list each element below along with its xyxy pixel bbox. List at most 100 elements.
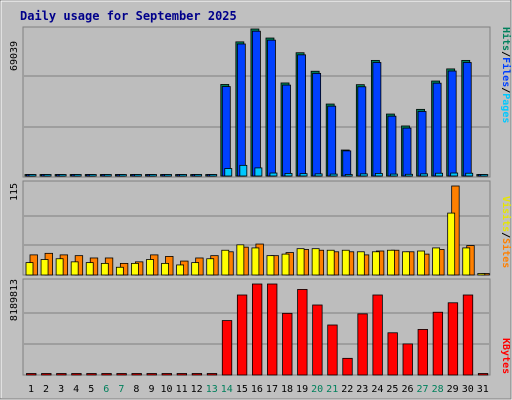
x-tick-label-day-23: 23 <box>356 384 368 395</box>
legend-visits: Visits <box>500 196 512 232</box>
x-tick-label-day-6: 6 <box>103 384 109 395</box>
bar-visits-day-21 <box>326 249 335 276</box>
bar-kbytes-day-12 <box>191 373 203 376</box>
x-tick-label-day-24: 24 <box>371 384 383 395</box>
bar-kbytes-day-10 <box>161 373 172 376</box>
bar-pages-day-5 <box>88 174 97 177</box>
legend-visits-sites: Visits/Sites <box>500 196 512 268</box>
x-tick-label-day-7: 7 <box>118 384 124 395</box>
bar-kbytes-day-30 <box>462 294 474 376</box>
bar-pages-day-29 <box>450 172 459 177</box>
bar-kbytes-day-8 <box>131 373 142 376</box>
bar-kbytes-day-29 <box>447 302 459 376</box>
chart-title: Daily usage for September 2025 <box>20 9 237 23</box>
x-tick-label-day-18: 18 <box>281 384 293 395</box>
bar-kbytes-day-17 <box>267 283 278 376</box>
x-tick-label-day-25: 25 <box>386 384 398 395</box>
bar-visits-day-11 <box>176 264 185 276</box>
bar-pages-day-28 <box>435 172 444 177</box>
bar-pages-day-19 <box>299 173 308 177</box>
legend-separator-3: / <box>500 232 511 238</box>
bar-pages-day-31 <box>480 174 489 177</box>
bar-pages-day-13 <box>209 174 218 177</box>
bar-pages-day-25 <box>390 173 398 177</box>
bar-files-day-30 <box>462 62 472 177</box>
bar-pages-day-15 <box>239 164 248 177</box>
bar-kbytes-day-2 <box>41 373 52 376</box>
bar-files-day-24 <box>372 62 382 177</box>
x-tick-label-day-2: 2 <box>43 384 49 395</box>
bar-pages-day-4 <box>73 174 82 177</box>
bar-visits-day-18 <box>281 253 290 276</box>
x-tick-label-day-1: 1 <box>28 384 34 395</box>
bar-files-day-20 <box>312 72 322 177</box>
bar-kbytes-day-23 <box>357 313 368 376</box>
bar-files-day-21 <box>327 105 337 177</box>
bar-kbytes-day-16 <box>251 283 263 376</box>
bar-visits-day-30 <box>462 247 471 276</box>
x-tick-label-day-14: 14 <box>221 384 233 395</box>
bar-kbytes-day-31 <box>477 373 489 376</box>
bar-files-day-27 <box>417 111 427 177</box>
bar-kbytes-day-20 <box>312 304 323 376</box>
bar-kbytes-day-24 <box>372 294 383 376</box>
bar-pages-day-10 <box>164 174 172 177</box>
bar-pages-day-20 <box>314 173 323 177</box>
bar-visits-day-3 <box>55 258 64 276</box>
kbytes-ymax-label: 8189813 <box>9 279 20 321</box>
x-tick-label-day-10: 10 <box>161 384 173 395</box>
bar-files-day-15 <box>236 43 246 177</box>
bar-visits-day-27 <box>417 250 425 276</box>
bar-pages-day-2 <box>43 174 52 177</box>
x-tick-label-day-17: 17 <box>266 384 278 395</box>
bar-kbytes-day-21 <box>327 324 338 376</box>
x-tick-label-day-9: 9 <box>148 384 154 395</box>
bar-kbytes-day-13 <box>206 373 218 376</box>
x-tick-label-day-28: 28 <box>432 384 444 395</box>
bar-pages-day-9 <box>149 174 157 177</box>
x-tick-label-day-15: 15 <box>236 384 248 395</box>
x-tick-label-day-21: 21 <box>326 384 338 395</box>
bar-visits-day-29 <box>447 212 456 276</box>
bar-visits-day-5 <box>85 262 94 276</box>
bar-visits-day-23 <box>356 251 365 276</box>
bar-visits-day-2 <box>40 259 49 276</box>
x-tick-label-day-31: 31 <box>477 384 489 395</box>
legend-sites: Sites <box>500 238 512 268</box>
bar-visits-day-12 <box>191 262 200 276</box>
bar-pages-day-18 <box>284 173 293 177</box>
x-tick-label-day-4: 4 <box>73 384 79 395</box>
bar-visits-day-13 <box>206 258 215 276</box>
bar-visits-day-25 <box>387 249 395 276</box>
bar-kbytes-day-19 <box>297 289 308 376</box>
bar-pages-day-30 <box>465 172 474 177</box>
bar-kbytes-day-15 <box>236 294 248 376</box>
bars <box>24 28 490 376</box>
x-tick-label-day-19: 19 <box>296 384 308 395</box>
bar-pages-day-12 <box>194 174 203 177</box>
bar-files-day-25 <box>387 115 397 177</box>
bar-visits-day-26 <box>402 251 410 276</box>
bar-visits-day-15 <box>236 244 245 276</box>
bar-visits-day-8 <box>131 262 139 276</box>
bar-visits-day-28 <box>432 247 441 276</box>
bar-kbytes-day-26 <box>402 343 413 376</box>
bar-visits-day-14 <box>221 249 230 276</box>
bar-kbytes-day-3 <box>56 373 67 376</box>
bar-visits-day-20 <box>311 248 320 276</box>
bar-kbytes-day-14 <box>221 320 233 376</box>
legend-kbytes: KBytes <box>500 338 511 374</box>
bar-visits-day-7 <box>115 266 124 276</box>
bar-kbytes-day-6 <box>101 373 112 376</box>
bar-pages-day-23 <box>359 173 368 177</box>
bar-kbytes-day-27 <box>417 329 428 376</box>
bar-kbytes-day-28 <box>432 311 444 376</box>
x-tick-label-day-26: 26 <box>401 384 413 395</box>
bar-files-day-29 <box>447 70 457 177</box>
bar-files-day-18 <box>282 84 291 177</box>
x-tick-label-day-22: 22 <box>341 384 353 395</box>
bar-kbytes-day-18 <box>282 312 293 376</box>
bar-kbytes-day-4 <box>71 373 82 376</box>
